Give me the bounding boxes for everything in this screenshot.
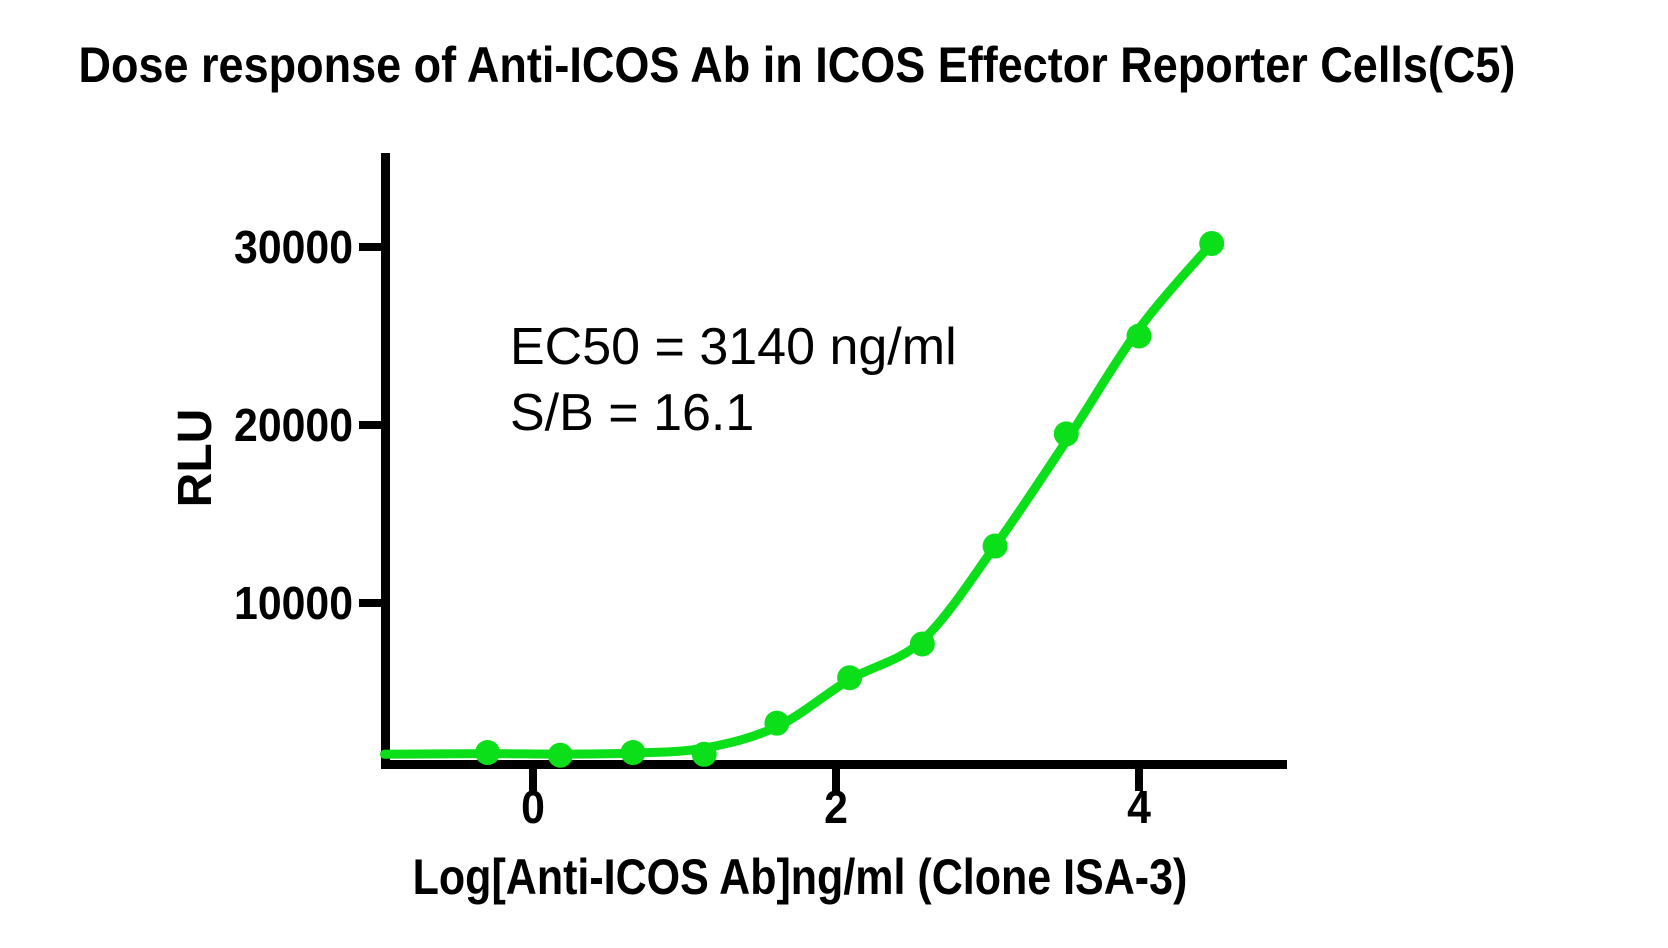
data-point [1199, 230, 1225, 256]
data-point [764, 710, 790, 736]
x-axis-line [381, 760, 1287, 769]
y-tick-label: 30000 [234, 221, 353, 273]
x-tick-mark [832, 769, 840, 791]
x-tick-label: 4 [1127, 781, 1151, 833]
ec50-value-text: EC50 = 3140 ng/ml [510, 318, 957, 376]
data-point [1126, 323, 1152, 349]
data-point [1053, 421, 1079, 447]
fit-annotation: EC50 = 3140 ng/ml S/B = 16.1 [510, 314, 957, 446]
data-point [837, 665, 863, 691]
y-axis-title: RLU [169, 408, 222, 508]
data-point [982, 533, 1008, 559]
signal-to-background-text: S/B = 16.1 [510, 384, 755, 442]
y-tick-mark [359, 599, 381, 607]
y-axis-line [381, 153, 390, 769]
data-point [620, 740, 646, 766]
data-point [909, 631, 935, 657]
y-tick-mark [359, 421, 381, 429]
x-axis-title: Log[Anti-ICOS Ab]ng/ml (Clone ISA-3) [412, 849, 1188, 905]
x-tick-label: 0 [521, 781, 545, 833]
y-tick-label: 10000 [234, 577, 353, 629]
data-point [475, 740, 501, 766]
y-tick-label: 20000 [234, 399, 353, 451]
x-tick-mark [1135, 769, 1143, 791]
x-tick-label: 2 [824, 781, 848, 833]
data-point [547, 742, 573, 768]
y-tick-mark [359, 243, 381, 251]
data-point [691, 741, 717, 767]
x-tick-mark [529, 769, 537, 791]
chart-title: Dose response of Anti-ICOS Ab in ICOS Ef… [78, 37, 1516, 93]
